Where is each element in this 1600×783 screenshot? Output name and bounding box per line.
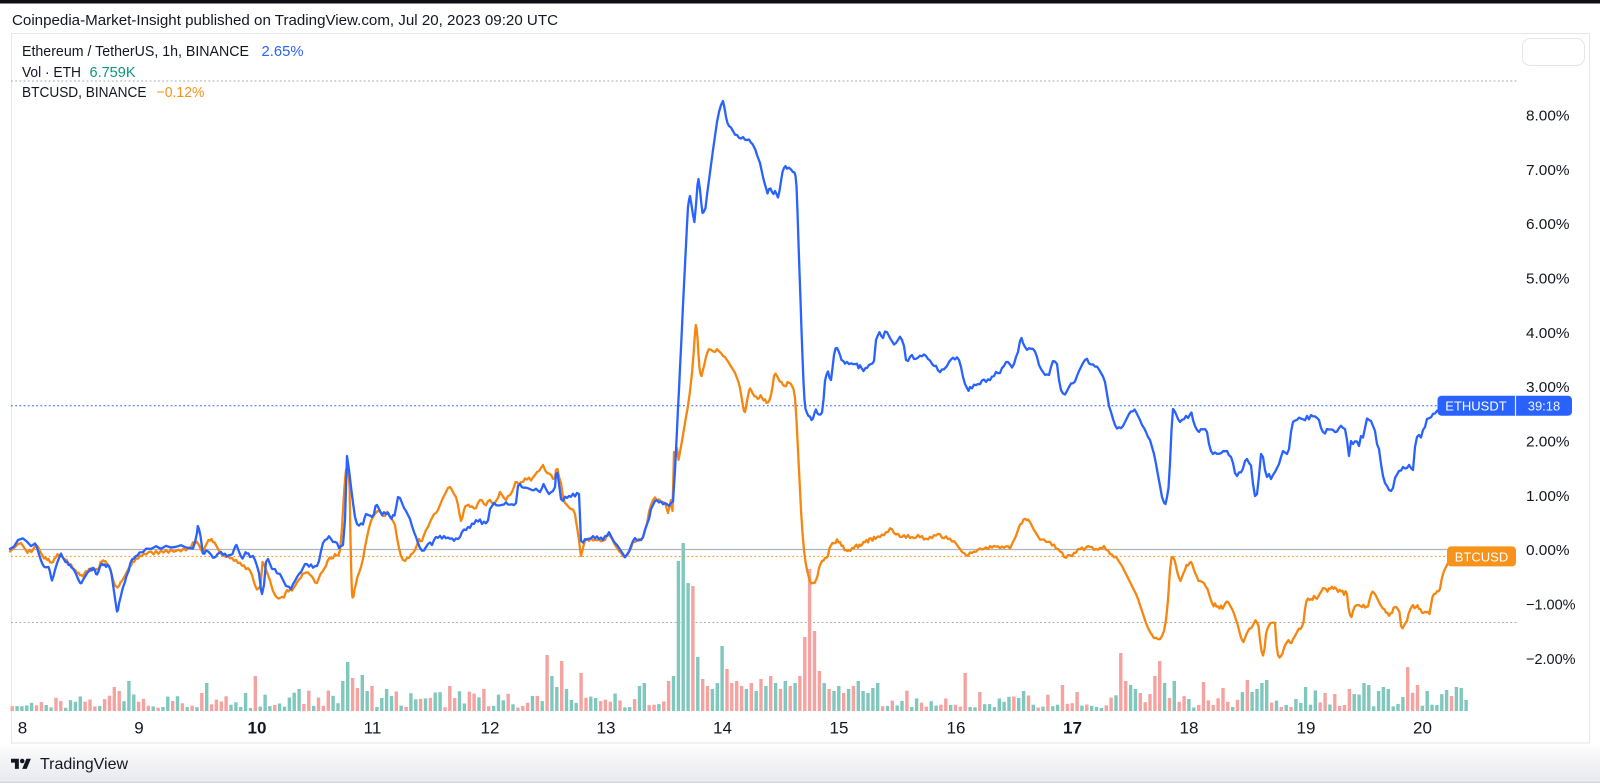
svg-text:5.00%: 5.00% <box>1526 271 1570 288</box>
svg-text:16: 16 <box>947 719 966 738</box>
svg-text:0.00%: 0.00% <box>1526 542 1570 559</box>
svg-text:11: 11 <box>364 719 382 738</box>
svg-text:6.759K: 6.759K <box>90 64 136 81</box>
svg-text:Ethereum / TetherUS, 1h, BINAN: Ethereum / TetherUS, 1h, BINANCE <box>22 43 249 60</box>
svg-text:6.00%: 6.00% <box>1526 216 1570 233</box>
svg-text:14: 14 <box>713 719 732 738</box>
svg-text:TradingView: TradingView <box>40 756 128 773</box>
svg-text:7.00%: 7.00% <box>1526 162 1570 179</box>
svg-text:12: 12 <box>481 719 500 738</box>
svg-text:8.00%: 8.00% <box>1526 108 1570 125</box>
svg-text:−0.12%: −0.12% <box>157 84 205 101</box>
svg-text:−1.00%: −1.00% <box>1526 597 1576 614</box>
svg-text:−2.00%: −2.00% <box>1526 651 1576 668</box>
svg-text:2.65%: 2.65% <box>262 43 304 60</box>
svg-text:Coinpedia-Market-Insight publi: Coinpedia-Market-Insight published on Tr… <box>12 12 558 29</box>
svg-text:3.00%: 3.00% <box>1526 379 1570 396</box>
svg-text:BTCUSD, BINANCE: BTCUSD, BINANCE <box>22 84 147 101</box>
svg-text:ETHUSDT: ETHUSDT <box>1445 399 1506 414</box>
svg-text:13: 13 <box>597 719 616 738</box>
svg-text:9: 9 <box>134 719 143 738</box>
svg-text:15: 15 <box>830 719 849 738</box>
svg-text:BTCUSD: BTCUSD <box>1455 549 1508 564</box>
svg-text:39:18: 39:18 <box>1528 399 1561 414</box>
svg-text:2.00%: 2.00% <box>1526 434 1570 451</box>
svg-text:1.00%: 1.00% <box>1526 488 1570 505</box>
svg-text:17: 17 <box>1063 719 1082 738</box>
svg-text:10: 10 <box>248 719 267 738</box>
svg-text:8: 8 <box>18 719 27 738</box>
svg-text:18: 18 <box>1180 719 1199 738</box>
svg-text:20: 20 <box>1413 719 1432 738</box>
svg-text:Vol · ETH: Vol · ETH <box>22 64 81 81</box>
svg-text:19: 19 <box>1297 719 1316 738</box>
svg-text:4.00%: 4.00% <box>1526 325 1570 342</box>
